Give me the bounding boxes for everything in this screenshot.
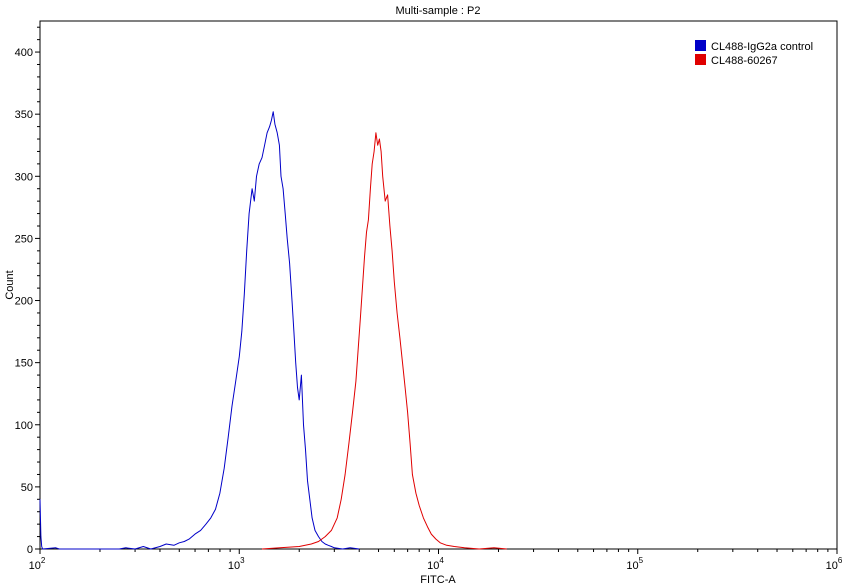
y-axis-label: Count	[4, 270, 16, 299]
y-tick-label: 50	[21, 482, 33, 494]
x-axis-ticks: 102 103 104 105 106	[29, 549, 843, 572]
x-tick-label: 104	[427, 556, 444, 572]
x-tick-label: 103	[228, 556, 245, 572]
y-tick-label: 350	[15, 109, 33, 121]
y-axis-ticks: 0 50 100 150 200 250 300 350 400	[15, 26, 40, 556]
legend-swatch	[695, 40, 706, 51]
y-tick-label: 300	[15, 171, 33, 183]
x-tick-label: 106	[826, 556, 843, 572]
y-tick-label: 100	[15, 420, 33, 432]
legend-label: CL488-60267	[711, 55, 778, 67]
series-line-2	[261, 132, 507, 550]
x-axis-label: FITC-A	[420, 574, 456, 586]
chart-title: Multi-sample : P2	[396, 5, 481, 17]
y-tick-label: 250	[15, 233, 33, 245]
y-tick-label: 200	[15, 296, 33, 308]
y-tick-label: 150	[15, 358, 33, 370]
legend-swatch	[695, 54, 706, 65]
plot-frame	[39, 20, 838, 550]
x-tick-label: 105	[626, 556, 643, 572]
series-line-1	[39, 111, 360, 550]
x-tick-label: 102	[29, 556, 46, 572]
legend: CL488-IgG2a control CL488-60267	[695, 40, 813, 67]
y-tick-label: 0	[27, 544, 33, 556]
legend-label: CL488-IgG2a control	[711, 41, 813, 53]
y-tick-label: 400	[15, 47, 33, 59]
series-layer	[39, 111, 507, 550]
